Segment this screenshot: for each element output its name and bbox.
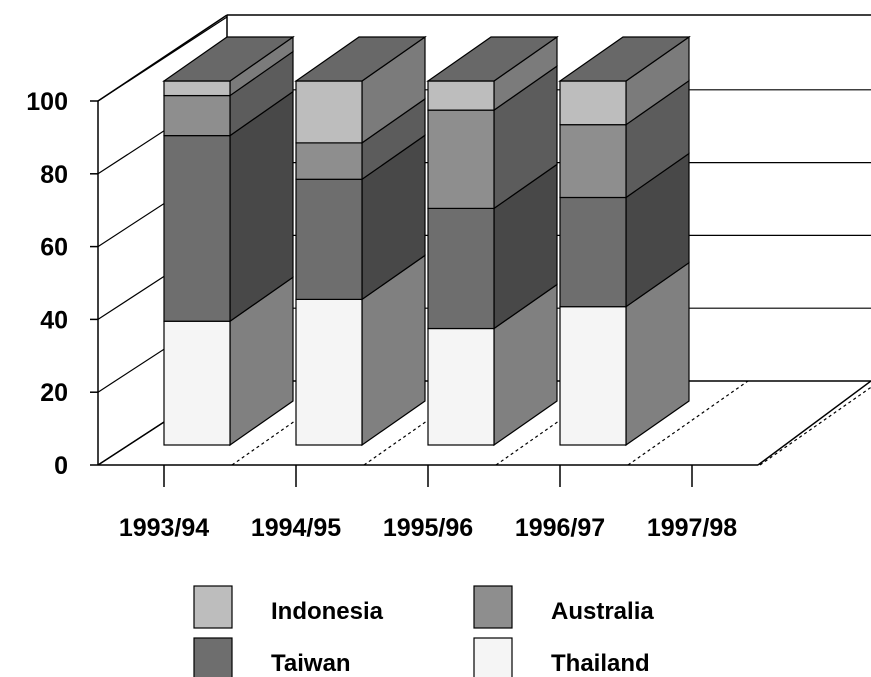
bar-segment-taiwan xyxy=(559,196,627,308)
bar-segment-taiwan xyxy=(295,178,363,301)
bar-segment-thailand xyxy=(559,306,627,446)
legend-label-taiwan: Taiwan xyxy=(271,650,351,677)
floor-right-edge xyxy=(757,380,871,466)
x-axis-category-labels: 1993/94 1994/95 1995/96 1996/97 1997/98 xyxy=(119,465,737,542)
bar-segment-indonesia xyxy=(163,80,231,97)
bar-segment-thailand xyxy=(163,320,231,446)
y-axis-tick-labels: 0 20 40 60 80 100 xyxy=(26,88,68,480)
legend-swatch-indonesia xyxy=(193,585,233,629)
y-tick-label: 80 xyxy=(40,161,68,189)
y-tick-label: 0 xyxy=(54,452,68,480)
bar-segment-australia xyxy=(295,142,363,180)
side-gridline xyxy=(97,16,228,102)
legend-swatch-thailand xyxy=(473,637,513,677)
bar-top xyxy=(426,36,559,82)
legend-swatch-australia xyxy=(473,585,513,629)
bar-top xyxy=(162,36,295,82)
bar-segment-taiwan xyxy=(427,207,495,330)
bar-segment-australia xyxy=(163,94,231,137)
y-tick-label: 40 xyxy=(40,306,68,334)
legend: Indonesia Australia Taiwan Thailand xyxy=(193,585,654,677)
bar-segment-australia xyxy=(559,124,627,199)
legend-label-thailand: Thailand xyxy=(551,650,650,677)
x-tick-label: 1996/97 xyxy=(515,514,605,542)
y-tick-label: 20 xyxy=(40,379,68,407)
bar-segment-thailand xyxy=(427,327,495,446)
bar-segment-taiwan xyxy=(163,135,231,322)
bar-top xyxy=(294,36,427,82)
legend-label-australia: Australia xyxy=(551,598,654,625)
bars xyxy=(162,35,691,447)
bar-top xyxy=(558,36,691,82)
y-tick-label: 100 xyxy=(26,88,68,116)
bar-segment-australia xyxy=(427,109,495,210)
x-tick-label: 1993/94 xyxy=(119,514,209,542)
bar-segment-indonesia xyxy=(427,80,495,111)
x-tick-label: 1995/96 xyxy=(383,514,473,542)
floor-divider xyxy=(627,380,749,466)
x-tick-label: 1997/98 xyxy=(647,514,737,542)
bar-segment-thailand xyxy=(295,298,363,446)
x-tick-label: 1994/95 xyxy=(251,514,341,542)
bar-segment-indonesia xyxy=(295,80,363,144)
legend-label-indonesia: Indonesia xyxy=(271,598,384,625)
y-tick-label: 60 xyxy=(40,234,68,262)
bar-segment-indonesia xyxy=(559,80,627,126)
floor-divider xyxy=(759,386,871,466)
legend-swatch-taiwan xyxy=(193,637,233,677)
